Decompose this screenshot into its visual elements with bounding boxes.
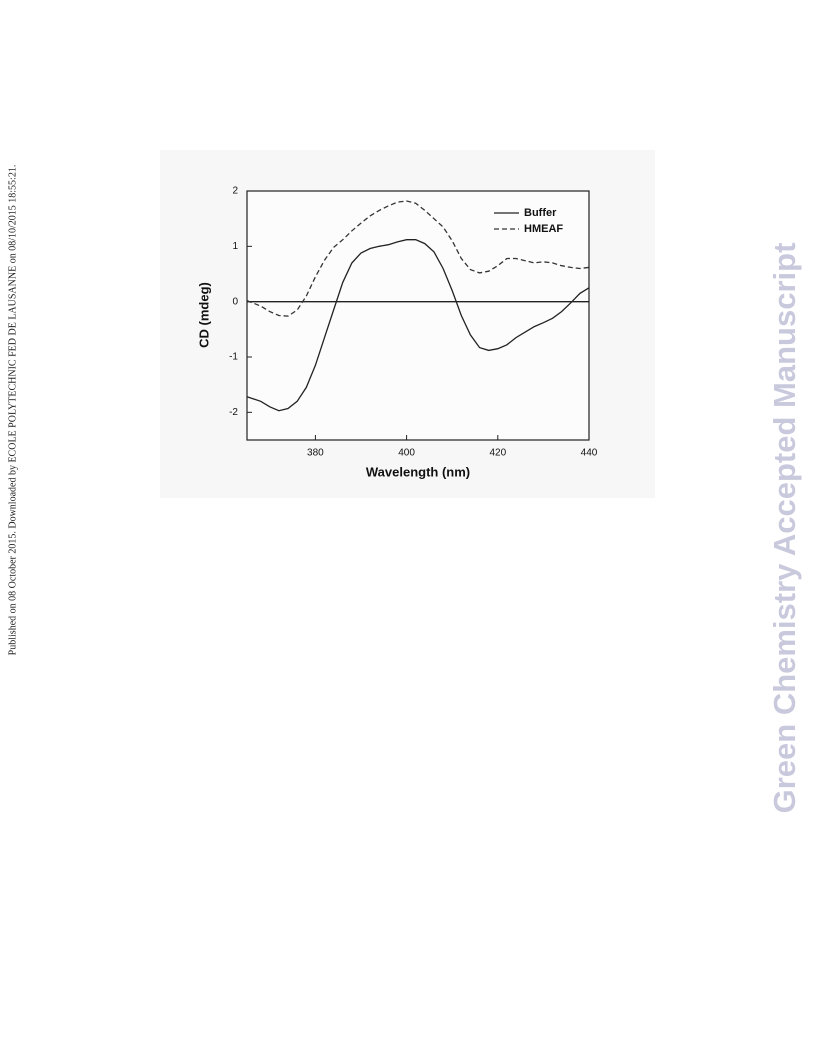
y-tick-label: -2 [229, 407, 238, 418]
y-tick-label: 1 [232, 241, 238, 252]
x-tick-label: 420 [489, 448, 506, 459]
y-tick-label: 2 [232, 186, 238, 197]
side-note: Published on 08 October 2015. Downloaded… [7, 165, 18, 656]
y-axis-label: CD (mdeg) [196, 282, 211, 348]
watermark: Green Chemistry Accepted Manuscript [767, 243, 802, 814]
x-tick-label: 400 [398, 448, 415, 459]
legend-label: HMEAF [524, 223, 563, 235]
x-tick-label: 440 [581, 448, 598, 459]
x-axis-label: Wavelength (nm) [366, 464, 470, 479]
legend-label: Buffer [524, 207, 557, 219]
data-line [246, 200, 590, 317]
y-tick-label: -1 [229, 352, 238, 363]
y-tick-label: 0 [232, 296, 238, 307]
data-line [246, 239, 590, 412]
plot-frame [246, 190, 590, 441]
x-tick-label: 380 [307, 448, 324, 459]
